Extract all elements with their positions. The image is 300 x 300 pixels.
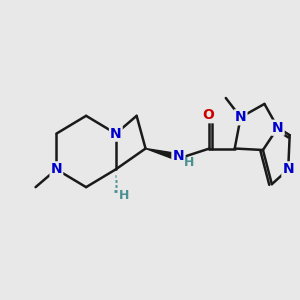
Text: N: N <box>282 162 294 176</box>
Text: H: H <box>184 156 195 169</box>
Text: N: N <box>110 127 122 141</box>
Text: H: H <box>119 189 129 202</box>
Text: O: O <box>202 108 214 122</box>
Text: N: N <box>272 121 284 135</box>
Text: N: N <box>172 149 184 163</box>
Text: N: N <box>51 162 62 176</box>
Polygon shape <box>146 148 175 159</box>
Text: N: N <box>235 110 247 124</box>
